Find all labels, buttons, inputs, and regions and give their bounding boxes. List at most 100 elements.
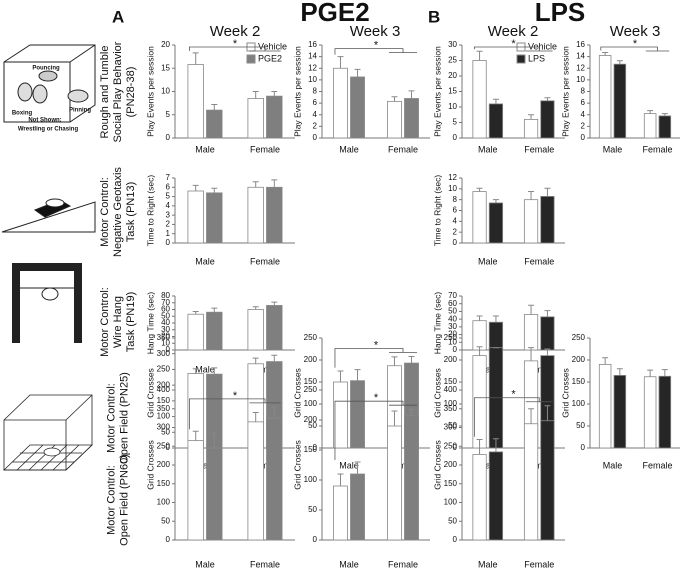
week-title: Week 2 — [488, 23, 539, 40]
error-bar — [271, 354, 278, 362]
significance-star: * — [511, 389, 516, 401]
error-bar — [544, 405, 551, 421]
y-tick-label: 14 — [308, 52, 317, 61]
error-bar — [211, 367, 218, 375]
bar — [643, 113, 657, 139]
y-axis-label: Grid Crosses — [145, 368, 155, 418]
y-tick-label: 400 — [157, 385, 171, 394]
illustration-wire — [12, 263, 82, 343]
x-tick-label: Male — [478, 559, 498, 569]
y-tick-label: 250 — [157, 365, 171, 374]
error-bar — [337, 370, 344, 382]
error-bar — [544, 348, 551, 356]
y-tick-label: 8 — [313, 87, 318, 96]
error-bar — [271, 91, 278, 97]
row-label: (PN28-38) — [125, 67, 137, 118]
x-tick-label: Female — [250, 256, 280, 266]
error-bar — [354, 369, 361, 381]
y-tick-label: 200 — [304, 415, 318, 424]
group-title: PGE2 — [300, 0, 369, 27]
row-label: Open Field (PN60) — [118, 454, 130, 546]
y-tick-label: 0 — [581, 133, 586, 142]
y-tick-label: 150 — [444, 479, 458, 488]
y-tick-label: 200 — [157, 380, 171, 389]
x-tick-label: Female — [524, 559, 554, 569]
x-tick-label: Male — [195, 364, 215, 374]
significance-bracket — [189, 46, 281, 52]
y-tick-label: 150 — [157, 479, 171, 488]
y-tick-label: 150 — [444, 377, 458, 386]
error-bar — [476, 50, 483, 61]
y-tick-label: 50 — [448, 307, 457, 316]
y-axis-label: Time to Right (sec) — [145, 175, 155, 247]
y-tick-label: 50 — [308, 505, 317, 514]
x-tick-label: Male — [478, 460, 498, 470]
illustration-label: Boxing — [12, 111, 33, 117]
y-tick-label: 80 — [161, 291, 170, 300]
error-bar — [252, 412, 259, 422]
y-axis-label: Grid Crosses — [560, 368, 570, 418]
bar — [350, 76, 365, 139]
y-tick-label: 0 — [313, 535, 318, 544]
row-label: Motor Control: — [99, 287, 111, 357]
y-tick-label: 5 — [166, 110, 171, 119]
row-label: Motor Control: — [99, 177, 111, 247]
x-tick-label: Male — [603, 460, 623, 470]
illustration-slope — [1, 198, 96, 233]
bar — [333, 67, 348, 139]
bar — [247, 309, 264, 351]
legend-label: Vehicle — [258, 41, 287, 51]
significance-star: * — [233, 38, 238, 50]
y-tick-label: 0 — [453, 443, 458, 452]
error-bar — [476, 315, 483, 321]
y-tick-label: 150 — [157, 396, 171, 405]
x-tick-label: Male — [195, 144, 215, 154]
significance-bracket — [600, 46, 670, 52]
bar — [387, 100, 402, 139]
error-bar — [252, 306, 259, 310]
legend-label: PGE2 — [258, 53, 282, 63]
y-tick-label: 10 — [161, 338, 170, 347]
y-tick-label: 5 — [453, 118, 458, 127]
y-tick-label: 100 — [304, 399, 318, 408]
y-tick-label: 0 — [166, 133, 171, 142]
row-label: Motor Control: — [105, 465, 117, 535]
bar — [658, 115, 672, 139]
x-tick-label: Female — [388, 460, 418, 470]
y-tick-label: 300 — [444, 423, 458, 432]
x-tick-label: Male — [478, 364, 498, 374]
y-tick-label: 0 — [453, 238, 458, 247]
y-tick-label: 150 — [304, 445, 318, 454]
bar — [540, 316, 555, 351]
y-tick-label: 14 — [576, 52, 585, 61]
error-bar — [391, 356, 398, 366]
error-bar — [408, 408, 415, 416]
legend-swatch — [246, 54, 256, 64]
error-bar — [211, 187, 218, 193]
error-bar — [661, 113, 668, 116]
chart: 0 2 46 8 10 12 Time to Right (sec) Male Female — [432, 173, 565, 266]
x-tick-label: Male — [339, 144, 359, 154]
bar — [206, 447, 223, 541]
y-tick-label: 0 — [453, 345, 458, 354]
y-tick-label: 12 — [308, 63, 317, 72]
illustration-label: Pouncing — [32, 66, 60, 72]
y-tick-label: 12 — [576, 63, 585, 72]
x-tick-label: Female — [524, 144, 554, 154]
y-tick-label: 15 — [161, 63, 170, 72]
y-tick-label: 10 — [576, 75, 585, 84]
error-bar — [211, 104, 218, 111]
bar — [540, 100, 555, 139]
y-tick-label: 100 — [157, 498, 171, 507]
y-axis-label: Grid Crosses — [145, 440, 155, 490]
bar — [540, 196, 555, 244]
significance-bracket — [334, 48, 418, 55]
y-axis-label: Grid Crosses — [432, 440, 442, 490]
y-tick-label: 2 — [166, 220, 171, 229]
bar — [266, 95, 283, 139]
y-tick-label: 12 — [448, 173, 457, 182]
bar — [613, 63, 627, 139]
row-label: Task (PN19) — [125, 292, 137, 353]
